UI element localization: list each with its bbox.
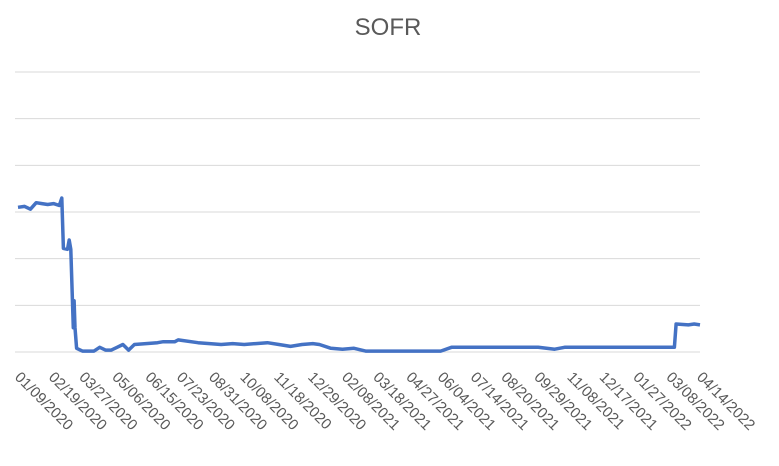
line-series <box>17 196 701 353</box>
chart-title: SOFR <box>355 14 422 41</box>
